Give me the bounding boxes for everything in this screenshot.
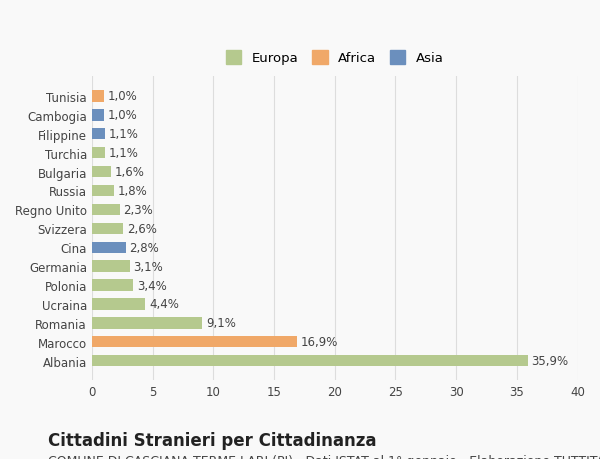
Text: 2,6%: 2,6% — [127, 222, 157, 235]
Text: 1,6%: 1,6% — [115, 166, 145, 179]
Text: 2,3%: 2,3% — [124, 203, 153, 216]
Bar — [92, 129, 105, 140]
Bar — [92, 204, 120, 216]
Text: 16,9%: 16,9% — [301, 336, 338, 348]
Bar — [92, 91, 104, 102]
Text: 35,9%: 35,9% — [532, 354, 569, 367]
Text: 1,1%: 1,1% — [109, 147, 139, 160]
Legend: Europa, Africa, Asia: Europa, Africa, Asia — [219, 45, 451, 72]
Bar — [92, 299, 145, 310]
Text: 4,4%: 4,4% — [149, 298, 179, 311]
Text: COMUNE DI CASCIANA TERME LARI (PI) - Dati ISTAT al 1° gennaio - Elaborazione TUT: COMUNE DI CASCIANA TERME LARI (PI) - Dat… — [48, 454, 600, 459]
Bar — [92, 355, 528, 367]
Bar — [92, 280, 133, 291]
Text: 1,1%: 1,1% — [109, 128, 139, 141]
Text: 3,1%: 3,1% — [133, 260, 163, 273]
Bar — [92, 148, 105, 159]
Bar — [92, 185, 114, 197]
Bar — [92, 318, 202, 329]
Text: 3,4%: 3,4% — [137, 279, 167, 292]
Text: 2,8%: 2,8% — [130, 241, 159, 254]
Bar — [92, 110, 104, 121]
Bar — [92, 223, 124, 235]
Text: 1,8%: 1,8% — [118, 185, 147, 197]
Text: 1,0%: 1,0% — [107, 90, 137, 103]
Bar — [92, 167, 111, 178]
Bar — [92, 336, 297, 347]
Text: Cittadini Stranieri per Cittadinanza: Cittadini Stranieri per Cittadinanza — [48, 431, 377, 449]
Text: 1,0%: 1,0% — [107, 109, 137, 122]
Bar — [92, 261, 130, 272]
Bar — [92, 242, 126, 253]
Text: 9,1%: 9,1% — [206, 317, 236, 330]
